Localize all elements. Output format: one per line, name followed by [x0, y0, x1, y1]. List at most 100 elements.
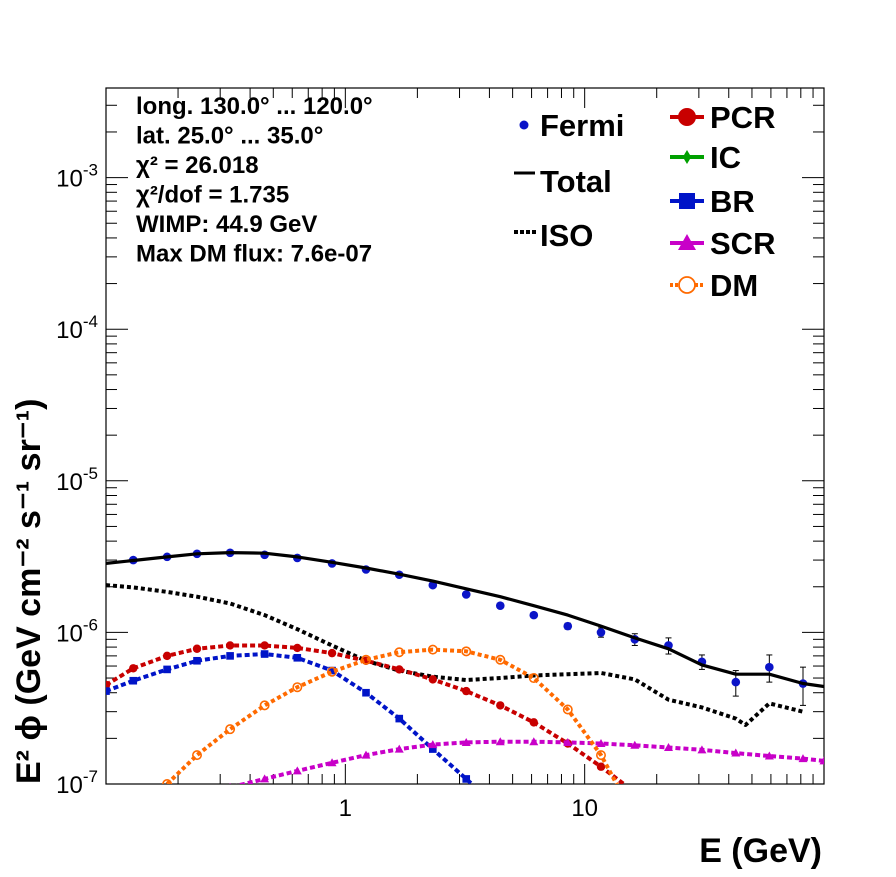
annotation-line: Max DM flux: 7.6e-07 [136, 241, 372, 268]
series-layer [106, 548, 824, 821]
pcr-point [293, 643, 302, 653]
total-line [106, 550, 824, 689]
legend-entry-fermi: Fermi [519, 108, 624, 143]
legend-label: Fermi [540, 108, 624, 143]
dm-point [162, 779, 173, 784]
dm-line [165, 647, 619, 784]
dm-point [327, 666, 338, 677]
pcr-line [106, 643, 628, 784]
scr-point [819, 756, 824, 765]
br-point [106, 687, 110, 695]
series-total [106, 550, 824, 689]
br-point [129, 676, 138, 685]
legend-label: PCR [710, 100, 775, 135]
legend: Fermi Total ISO PCR IC BR SCR DM [514, 100, 775, 303]
scr-point [428, 740, 438, 749]
dm-point [562, 704, 573, 715]
legend-marker [678, 234, 696, 250]
pcr-point [462, 686, 471, 696]
scr-point [697, 745, 707, 754]
scr-point [630, 740, 640, 749]
legend-marker [678, 108, 696, 126]
br-point [193, 656, 201, 665]
y-axis-label: E² ϕ (GeV cm⁻² s⁻¹ sr⁻¹) [10, 399, 48, 784]
y-tick-label: 10-5 [56, 464, 98, 496]
fermi-point [529, 610, 539, 620]
legend-label: SCR [710, 226, 775, 261]
scr-point [394, 744, 404, 753]
pcr-point [260, 641, 269, 650]
scr-point [731, 748, 741, 757]
br-point [362, 688, 370, 697]
pcr-point [395, 665, 404, 674]
annotation-block: long. 130.0° ... 120.0° lat. 25.0° ... 35… [136, 93, 373, 268]
x-axis-label: E (GeV) [699, 832, 822, 870]
pcr-point [327, 648, 337, 658]
scr-point [798, 754, 808, 763]
scr-point [292, 766, 302, 775]
dm-point [259, 700, 270, 711]
legend-entry-ic: IC [670, 140, 741, 175]
scr-point [663, 743, 673, 752]
legend-label: BR [710, 184, 755, 219]
br-point [226, 652, 234, 660]
fermi-point [731, 677, 741, 687]
br-point [293, 653, 302, 662]
scr-point [197, 790, 206, 798]
annotation-line: χ²/dof = 1.735 [136, 182, 289, 209]
fermi-point [461, 590, 471, 599]
pcr-point [129, 664, 138, 673]
legend-label: ISO [540, 218, 593, 253]
series-iso [106, 583, 804, 727]
br-point [496, 806, 504, 814]
y-tick-label: 10-3 [56, 161, 98, 193]
annotation-line: WIMP: 44.9 GeV [136, 211, 317, 238]
fermi-point [596, 628, 606, 637]
dm-point [191, 750, 202, 761]
y-tick-label: 10-6 [56, 615, 98, 647]
y-tick-label: 10-4 [56, 312, 98, 344]
annotation-line: long. 130.0° ... 120.0° [136, 93, 373, 120]
tick-labels: 1 10 10-7 10-6 10-5 10-4 10-3 [56, 161, 598, 822]
legend-entry-br: BR [670, 184, 755, 219]
pcr-point [225, 641, 235, 650]
y-tick-label: 10-7 [56, 767, 98, 799]
scr-point [260, 774, 270, 783]
br-point [163, 665, 171, 674]
br-point [462, 775, 471, 783]
dm-point [631, 813, 639, 821]
dm-point [595, 750, 606, 761]
dm-point [528, 673, 539, 684]
annotation-line: lat. 25.0° ... 35.0° [136, 123, 323, 150]
scr-point [563, 737, 573, 746]
pcr-point [529, 718, 538, 727]
scr-point [529, 737, 539, 746]
pcr-point [631, 788, 639, 796]
legend-label: IC [710, 140, 741, 175]
plot-frame [105, 87, 825, 785]
x-tick-label: 10 [571, 795, 598, 822]
dm-point [292, 682, 303, 693]
scr-point [229, 782, 231, 784]
scr-point [327, 758, 337, 767]
legend-entry-pcr: PCR [670, 100, 775, 135]
dm-point [361, 654, 372, 665]
scr-line [235, 739, 824, 784]
legend-entry-dm: DM [670, 268, 758, 303]
legend-label: DM [710, 268, 758, 303]
legend-marker [519, 120, 529, 130]
annotation-line: χ² = 26.018 [136, 152, 259, 179]
dm-point [461, 646, 472, 657]
pcr-point [596, 762, 606, 771]
fermi-point [563, 621, 573, 631]
scr-point [361, 750, 371, 759]
pcr-point [496, 701, 505, 710]
legend-marker [680, 150, 694, 164]
pcr-point [162, 651, 172, 661]
fermi-point [495, 601, 505, 611]
br-point [328, 666, 336, 675]
pcr-point [428, 675, 438, 684]
series-dm [162, 644, 639, 821]
pcr-point [106, 680, 111, 690]
